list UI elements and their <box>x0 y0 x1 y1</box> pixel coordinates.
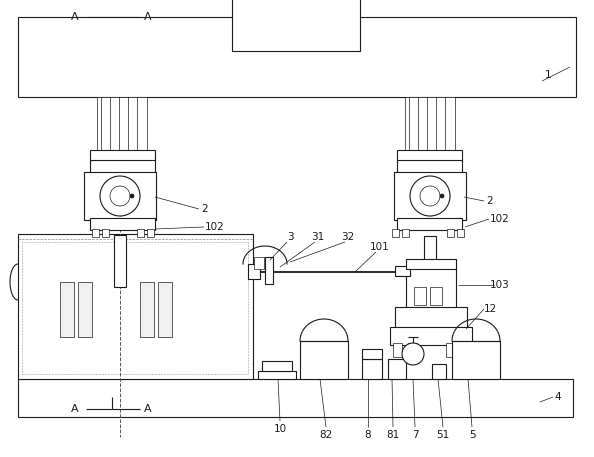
Bar <box>430 287 442 305</box>
Bar <box>140 282 154 337</box>
Text: A: A <box>144 12 152 22</box>
Bar <box>397 218 462 230</box>
Bar <box>18 17 576 97</box>
Bar <box>402 229 409 237</box>
Bar <box>60 282 74 337</box>
Text: 51: 51 <box>437 430 450 440</box>
Bar <box>84 172 156 220</box>
Bar <box>461 343 470 357</box>
Text: 8: 8 <box>365 430 371 440</box>
Text: 7: 7 <box>412 430 418 440</box>
Bar <box>90 218 155 230</box>
Text: 10: 10 <box>273 424 286 434</box>
Text: 12: 12 <box>484 304 497 314</box>
Text: 1: 1 <box>545 70 551 80</box>
Circle shape <box>110 186 130 206</box>
Bar <box>137 229 144 237</box>
Bar <box>248 264 260 279</box>
Bar <box>457 229 464 237</box>
Bar <box>392 229 399 237</box>
Text: 4: 4 <box>555 392 561 402</box>
Circle shape <box>440 194 444 198</box>
Text: 2: 2 <box>202 204 208 214</box>
Text: 2: 2 <box>486 196 493 206</box>
Circle shape <box>420 186 440 206</box>
Bar <box>446 343 455 357</box>
Text: 101: 101 <box>370 242 390 252</box>
Bar <box>254 257 264 269</box>
Bar <box>394 172 466 220</box>
Bar <box>397 160 462 174</box>
Bar <box>414 287 426 305</box>
Bar <box>232 0 360 51</box>
Bar <box>258 371 296 379</box>
Text: 81: 81 <box>386 430 400 440</box>
Bar <box>393 343 402 357</box>
Bar <box>147 229 154 237</box>
Bar <box>405 97 455 152</box>
Text: A: A <box>71 12 79 22</box>
Circle shape <box>130 194 134 198</box>
Bar <box>408 343 417 357</box>
Bar <box>300 341 348 379</box>
Text: 31: 31 <box>311 232 325 242</box>
Text: A: A <box>71 404 79 414</box>
Bar <box>406 267 456 309</box>
Text: 5: 5 <box>469 430 475 440</box>
Bar <box>362 359 382 379</box>
Bar <box>362 349 382 359</box>
Bar <box>447 229 454 237</box>
Bar <box>395 266 410 276</box>
Bar <box>406 259 456 269</box>
Circle shape <box>410 176 450 216</box>
Bar <box>390 327 472 345</box>
Bar <box>90 160 155 174</box>
Bar <box>18 379 573 417</box>
Bar <box>90 150 155 162</box>
Text: 102: 102 <box>205 222 225 232</box>
Text: 3: 3 <box>287 232 293 242</box>
Text: A: A <box>144 404 152 414</box>
Bar <box>432 364 446 379</box>
Circle shape <box>100 176 140 216</box>
Bar <box>22 242 248 374</box>
Text: 102: 102 <box>490 214 510 224</box>
Bar <box>397 150 462 162</box>
Bar <box>97 97 147 152</box>
Text: 32: 32 <box>342 232 355 242</box>
Bar <box>262 361 292 371</box>
Bar <box>452 341 500 379</box>
Bar <box>424 236 436 312</box>
Bar <box>110 186 130 206</box>
Bar <box>78 282 92 337</box>
Bar <box>388 359 406 379</box>
Bar <box>18 234 253 379</box>
Bar <box>395 307 467 329</box>
Bar <box>420 186 440 206</box>
Bar <box>102 229 109 237</box>
Circle shape <box>402 343 424 365</box>
Text: 103: 103 <box>490 280 510 290</box>
Bar <box>265 257 273 284</box>
Text: 82: 82 <box>320 430 333 440</box>
Bar <box>158 282 172 337</box>
Bar <box>92 229 99 237</box>
Bar <box>114 235 126 287</box>
